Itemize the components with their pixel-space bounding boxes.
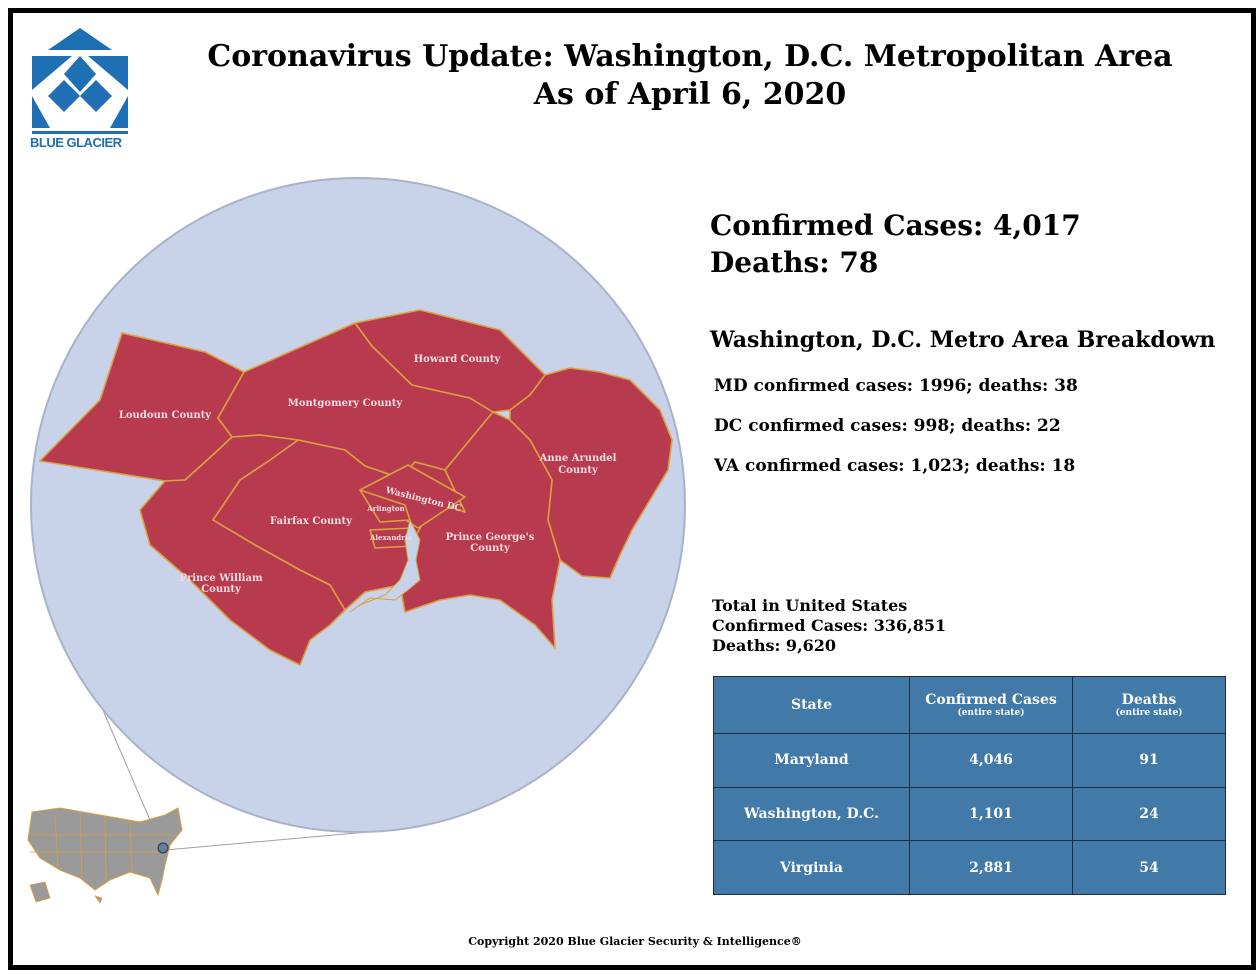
state-table: State Confirmed Cases (entire state) Deat…	[713, 676, 1226, 895]
dc-location-marker	[157, 842, 169, 854]
label-anne-arundel-2: County	[558, 465, 599, 476]
county-prince-william	[139, 434, 346, 666]
breakdown-title: Washington, D.C. Metro Area Breakdown	[710, 327, 1216, 353]
label-montgomery: Montgomery County	[288, 398, 404, 409]
table-row: Washington, D.C. 1,101 24	[713, 786, 1226, 842]
cell-state: Virginia	[713, 840, 910, 895]
cell-deaths: 24	[1072, 786, 1226, 842]
header-confirmed: Confirmed Cases (entire state)	[909, 676, 1073, 734]
blue-glacier-logo	[32, 28, 128, 134]
page-frame	[8, 8, 1256, 970]
title-line-1: Coronavirus Update: Washington, D.C. Met…	[207, 39, 1173, 74]
cell-confirmed: 1,101	[909, 786, 1073, 842]
metro-summary: Confirmed Cases: 4,017 Deaths: 78	[710, 207, 1081, 281]
table-row: Maryland 4,046 91	[713, 733, 1226, 788]
copyright: Copyright 2020 Blue Glacier Security & I…	[468, 935, 802, 948]
label-alexandria: Alexandria	[369, 533, 413, 542]
cell-state: Maryland	[713, 733, 910, 788]
cell-deaths: 91	[1072, 733, 1226, 788]
breakdown-md: MD confirmed cases: 1996; deaths: 38	[714, 376, 1078, 396]
label-prince-georges-2: County	[470, 543, 511, 554]
cell-state: Washington, D.C.	[713, 786, 910, 842]
header-deaths: Deaths (entire state)	[1072, 676, 1226, 734]
label-prince-georges-1: Prince George's	[446, 532, 535, 543]
cell-confirmed: 2,881	[909, 840, 1073, 895]
label-prince-william-2: County	[201, 584, 242, 595]
potomac-river	[349, 518, 421, 613]
us-total-heading: Total in United States	[712, 596, 908, 615]
cell-deaths: 54	[1072, 840, 1226, 895]
title-line-2: As of April 6, 2020	[533, 77, 847, 112]
breakdown-va: VA confirmed cases: 1,023; deaths: 18	[714, 456, 1076, 476]
label-arlington: Arlington	[366, 504, 404, 513]
page-title: Coronavirus Update: Washington, D.C. Met…	[150, 38, 1230, 114]
label-anne-arundel-1: Anne Arundel	[539, 453, 617, 464]
cell-confirmed: 4,046	[909, 733, 1073, 788]
us-total-confirmed: Confirmed Cases: 336,851	[712, 616, 947, 635]
table-header-row: State Confirmed Cases (entire state) Deat…	[713, 676, 1226, 734]
us-inset-map	[27, 807, 183, 904]
logo-text: BLUE GLACIER	[30, 135, 122, 150]
label-howard: Howard County	[414, 354, 502, 365]
callout-line-lower	[164, 829, 391, 851]
breakdown-dc: DC confirmed cases: 998; deaths: 22	[714, 416, 1061, 436]
us-total: Total in United States Confirmed Cases: …	[712, 596, 946, 656]
header-state: State	[713, 676, 910, 734]
table-row: Virginia 2,881 54	[713, 840, 1226, 895]
metro-deaths: Deaths: 78	[710, 246, 879, 279]
label-prince-william-1: Prince William	[179, 573, 263, 584]
metro-confirmed: Confirmed Cases: 4,017	[710, 209, 1081, 242]
us-total-deaths: Deaths: 9,620	[712, 636, 837, 655]
label-fairfax: Fairfax County	[270, 516, 353, 527]
label-loudoun: Loudoun County	[119, 410, 212, 421]
